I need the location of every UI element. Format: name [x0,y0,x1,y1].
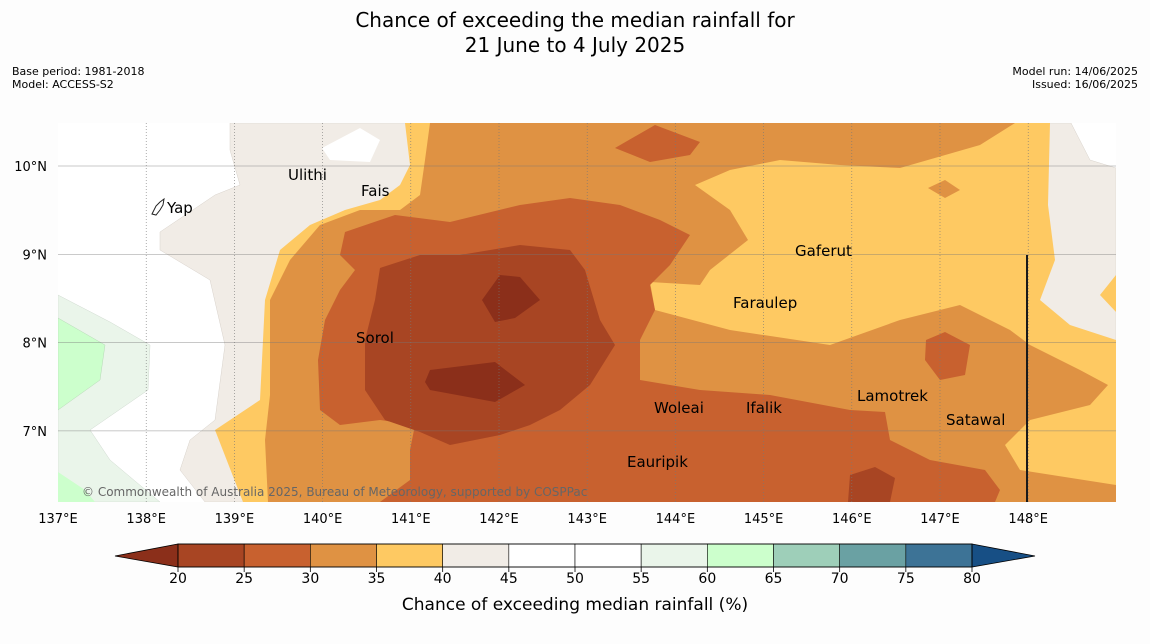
colorbar-tick-label: 75 [897,571,915,587]
colorbar-cell [376,543,443,568]
place-ulithi: Ulithi [288,166,327,184]
colorbar-tick-label: 20 [169,571,187,587]
colorbar-cell [243,543,311,568]
colorbar-cell [310,543,377,568]
lon-tick-label: 137°E [38,512,78,527]
band-40-45-east-edge [1100,275,1116,312]
place-labels: Yap Ulithi Fais Gaferut Faraulep Sorol W… [166,166,1005,471]
copyright-text: © Commonwealth of Australia 2025, Bureau… [82,485,587,499]
model-run-text: Model run: 14/06/2025 [1012,65,1138,78]
lon-tick-label: 141°E [391,512,431,527]
colorbar-tick-label: 45 [500,571,518,587]
colorbar-tick-label: 35 [368,571,386,587]
band-20-25-south [425,362,525,402]
meta-right: Model run: 14/06/2025 Issued: 16/06/2025 [1012,65,1138,91]
yap-island-icon [151,197,165,216]
lon-tick-label: 145°E [744,512,784,527]
colorbar-high-extend [971,543,1036,568]
place-fais: Fais [361,182,390,200]
latitude-labels: 10°N 9°N 8°N 7°N [14,160,47,440]
band-25-30 [365,245,615,445]
colorbar-tick-label: 60 [698,571,716,587]
colorbar-tick-label: 80 [963,571,981,587]
place-eauripik: Eauripik [627,453,688,471]
issued-text: Issued: 16/06/2025 [1031,78,1138,91]
lon-tick-label: 138°E [126,512,166,527]
colorbar-tick-label: 70 [831,571,849,587]
colorbar-tick-label: 50 [566,571,584,587]
lat-tick-label: 8°N [23,337,48,352]
lon-tick-label: 139°E [215,512,255,527]
base-period-text: Base period: 1981-2018 [12,65,145,78]
colorbar-cell [508,543,576,568]
colorbar-low-extend [114,543,179,568]
colorbar-cell [773,543,840,568]
colorbar-cell [177,543,245,568]
longitude-labels: 137°E 138°E 139°E 140°E 141°E 142°E 143°E 144°E… [38,512,1048,527]
band-50-55-pocket [322,128,380,162]
colorbar-cell [574,543,642,568]
title-line-1: Chance of exceeding the median rainfall … [355,8,795,32]
colorbar-cell [707,543,774,568]
band-35-40-east-spot [928,180,960,198]
colorbar-tick-label: 65 [765,571,783,587]
lon-tick-label: 143°E [567,512,607,527]
place-woleai: Woleai [654,399,704,417]
place-gaferut: Gaferut [795,242,852,260]
colorbar-cell [442,543,510,568]
lon-tick-label: 147°E [920,512,960,527]
chart-title: Chance of exceeding the median rainfall … [0,8,1150,58]
band-30-35-east [925,332,970,380]
band-60-65-west [58,317,106,411]
place-ifalik: Ifalik [746,399,782,417]
colorbar-tick-label: 30 [301,571,319,587]
place-sorol: Sorol [356,329,394,347]
band-30-35-north [615,125,700,162]
lon-tick-label: 140°E [303,512,343,527]
lat-tick-label: 9°N [23,248,48,263]
model-text: Model: ACCESS-S2 [12,78,114,91]
colorbar-cell [839,543,907,568]
place-satawal: Satawal [946,411,1005,429]
colorbar-tick-label: 55 [632,571,650,587]
band-20-25-north [482,275,540,322]
lon-tick-label: 146°E [832,512,872,527]
colorbar-tick-label: 40 [434,571,452,587]
band-25-30-southeast [848,467,895,502]
colorbar-cell [905,543,973,568]
band-60-65-southwest [58,472,95,502]
place-faraulep: Faraulep [733,294,797,312]
place-lamotrek: Lamotrek [857,387,928,405]
meta-left: Base period: 1981-2018 Model: ACCESS-S2 [12,65,144,91]
lat-tick-label: 7°N [23,425,48,440]
lat-tick-label: 10°N [14,160,47,175]
place-yap: Yap [166,199,193,217]
lon-tick-label: 148°E [1008,512,1048,527]
lon-tick-label: 144°E [656,512,696,527]
colorbar: 20 25 30 35 40 45 50 55 60 65 70 75 80 [114,543,1036,587]
lon-tick-label: 142°E [479,512,519,527]
colorbar-label: Chance of exceeding median rainfall (%) [402,595,748,615]
colorbar-tick-label: 25 [235,571,253,587]
colorbar-cell [640,543,708,568]
title-line-2: 21 June to 4 July 2025 [464,33,686,57]
gridlines [58,123,1116,502]
